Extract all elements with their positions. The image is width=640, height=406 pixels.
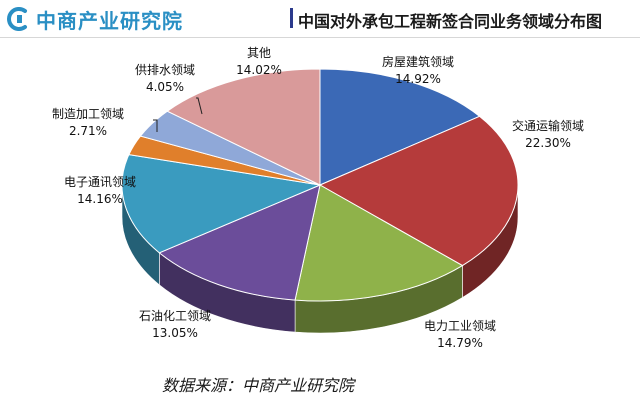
slice-category-label: 其他 (247, 46, 271, 60)
slice-value-label: 4.05% (146, 80, 184, 94)
pie-slice-3 (158, 184, 321, 301)
pie-slice-7 (166, 68, 321, 186)
pie-leaders (153, 97, 203, 132)
page-title: 中国对外承包工程新签合同业务领域分布图 (298, 12, 603, 31)
pie-slice-1 (318, 115, 519, 267)
pie-tops (121, 68, 519, 302)
header-divider (0, 37, 640, 38)
pie-slice-0 (319, 68, 481, 186)
slice-value-label: 14.79% (437, 336, 483, 350)
header: 中商产业研究院 中国对外承包工程新签合同业务领域分布图 (0, 0, 640, 36)
leader-line-5 (153, 119, 158, 132)
title-accent-bar (290, 8, 293, 28)
slice-value-label: 22.30% (525, 136, 571, 150)
slice-category-label: 电力工业领域 (424, 319, 496, 333)
pie-slice-4 (121, 154, 322, 254)
slice-category-label: 制造加工领域 (52, 107, 124, 121)
logo-text: 中商产业研究院 (36, 8, 183, 33)
leader-line-6 (196, 97, 203, 115)
slice-category-label: 电子通讯领域 (64, 175, 136, 189)
slice-category-label: 石油化工领域 (139, 309, 211, 323)
slice-category-label: 供排水领域 (135, 63, 195, 77)
slice-value-label: 14.02% (236, 63, 282, 77)
pie-slice-2 (294, 184, 464, 302)
slice-category-label: 房屋建筑领域 (382, 54, 454, 69)
pie-labels: 房屋建筑领域 14.92% 交通运输领域 22.30% 电力工业领域 14.79% 石油化工… (52, 46, 584, 350)
logo: 中商产业研究院 (6, 5, 183, 33)
logo-icon (7, 7, 27, 31)
slice-value-label: 13.05% (152, 326, 198, 340)
slice-value-label: 14.92% (395, 72, 441, 86)
slice-category-label: 交通运输领域 (512, 118, 584, 133)
source-note: 数据来源：中商产业研究院 (162, 376, 355, 395)
title-wrap: 中国对外承包工程新签合同业务领域分布图 (290, 6, 636, 32)
slice-value-label: 14.16% (77, 192, 123, 206)
slice-value-label: 2.71% (69, 124, 107, 138)
